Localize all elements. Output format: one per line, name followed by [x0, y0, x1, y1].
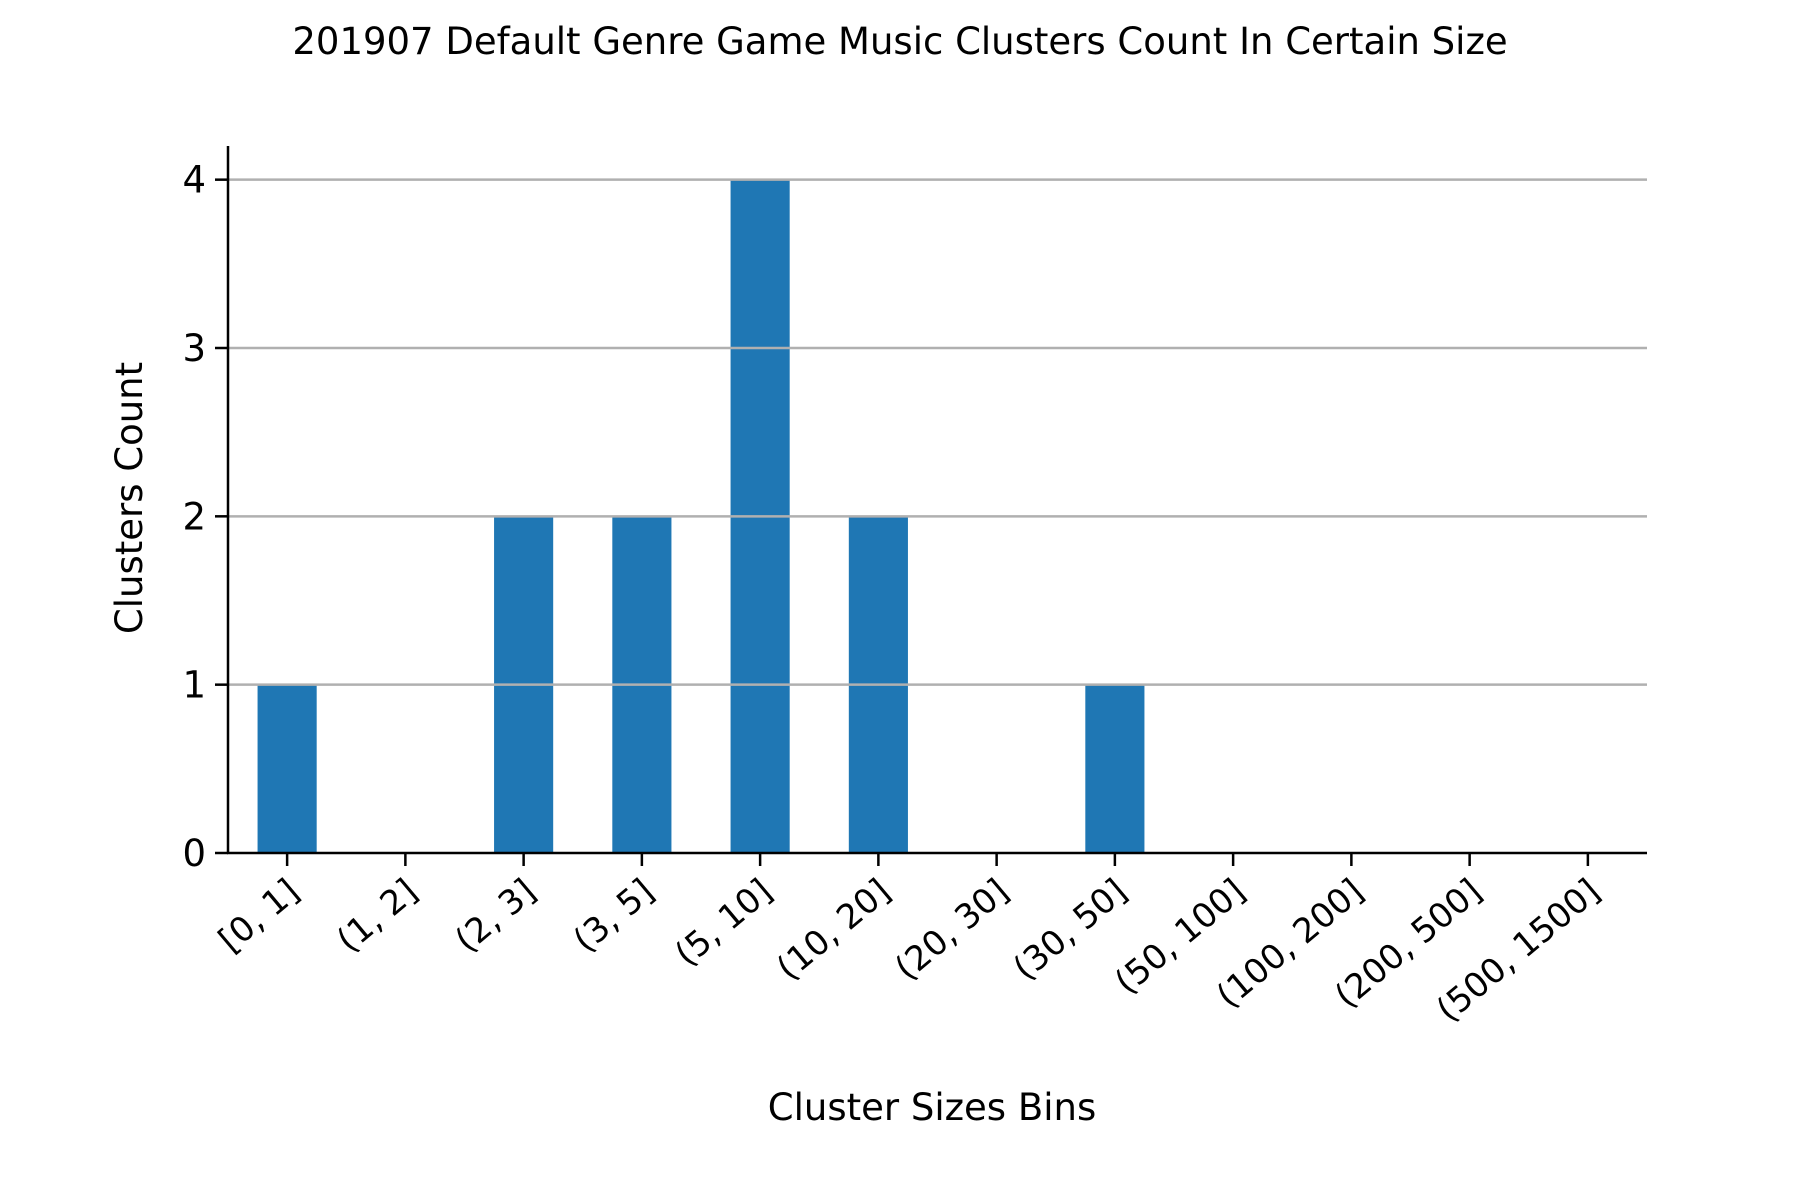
y-axis-ticks: 0 1 2 3 4	[182, 159, 228, 875]
bar-7	[1085, 684, 1145, 853]
x-tick-label-5: (10, 20]	[769, 871, 898, 988]
y-tick-label-0: 0	[182, 832, 206, 875]
y-tick-label-2: 2	[182, 495, 206, 538]
chart-title: 201907 Default Genre Game Music Clusters…	[292, 20, 1507, 63]
x-tick-label-4: (5, 10]	[668, 871, 780, 974]
x-tick-label-2: (2, 3]	[448, 871, 544, 960]
y-tick-label-1: 1	[182, 664, 206, 707]
y-axis-label: Clusters Count	[108, 362, 151, 634]
x-tick-label-6: (20, 30]	[888, 871, 1017, 988]
x-tick-label-1: (1, 2]	[329, 871, 425, 960]
y-tick-label-4: 4	[182, 159, 206, 202]
x-tick-label-3: (3, 5]	[566, 871, 662, 960]
grid-lines	[228, 178, 1647, 686]
y-tick-label-3: 3	[182, 327, 206, 370]
axes	[226, 146, 1647, 855]
x-tick-label-0: [0, 1]	[211, 871, 307, 960]
bar-0	[257, 684, 317, 853]
x-axis-label: Cluster Sizes Bins	[768, 1086, 1096, 1129]
x-axis-ticks: [0, 1] (1, 2] (2, 3] (3, 5] (5, 10](10, 20](…	[211, 853, 1608, 1030]
